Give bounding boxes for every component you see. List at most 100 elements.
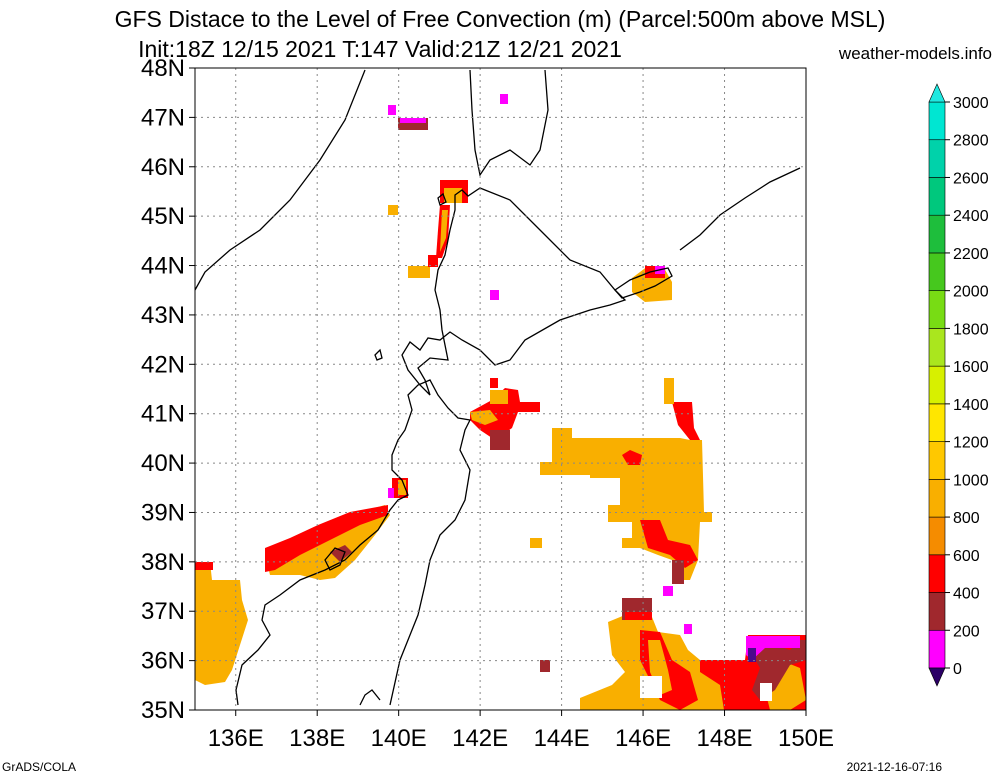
lat-label: 39N (141, 499, 185, 526)
footer-software: GrADS/COLA (2, 760, 77, 774)
field-patch-47d (500, 94, 508, 104)
field-patch-west-red (195, 562, 213, 570)
field-patch-pacific-red2 (622, 450, 642, 465)
lat-label: 41N (141, 401, 185, 428)
field-patch-noto-magenta (388, 488, 394, 498)
colorbar-segment (928, 214, 946, 254)
coast-rishiri (437, 192, 447, 206)
lat-label: 47N (141, 104, 185, 131)
field-patch-47a (388, 105, 396, 115)
field-patch-rishiri-orange (444, 188, 462, 203)
field-patch-w45 (388, 205, 398, 215)
colorbar-segment (928, 365, 946, 405)
lat-label: 36N (141, 648, 185, 675)
colorbar-label: 1600 (953, 359, 989, 376)
lon-label: 142E (452, 725, 508, 752)
coast-okushiri (374, 348, 383, 361)
field-patch-44 (408, 266, 430, 278)
chart-title: GFS Distace to the Level of Free Convect… (114, 6, 886, 32)
colorbar-segment (928, 328, 946, 367)
source-site: weather-models.info (838, 44, 992, 63)
colorbar-label: 2800 (953, 133, 989, 150)
latitude-labels: 48N 47N 46N 45N 44N 43N 42N 41N 40N 39N 38N 37N 36N 3… (141, 55, 195, 724)
field-patch-tsugaru-red2 (490, 378, 498, 388)
lon-label: 146E (615, 725, 671, 752)
field-patch-se-mag2 (748, 648, 756, 662)
coast-boso (359, 689, 381, 706)
lat-label: 44N (141, 253, 185, 280)
colorbar-label: 0 (953, 661, 962, 678)
field-patch-pacific-o3 (664, 378, 674, 404)
field-patch-se-red3 (625, 612, 652, 620)
colorbar-label: 1400 (953, 397, 989, 414)
field-patch-44b (428, 255, 438, 267)
lat-label: 35N (141, 697, 185, 724)
colorbar-segment (928, 403, 946, 442)
colorbar-label: 1000 (953, 472, 989, 489)
graticule (195, 68, 806, 710)
lat-label: 45N (141, 203, 185, 230)
lat-label: 37N (141, 598, 185, 625)
field-patch-47c (400, 118, 426, 123)
field-patch-pacific-red3 (672, 402, 700, 440)
colorbar-max-arrow (928, 83, 946, 103)
lon-label: 148E (697, 725, 753, 752)
lon-label: 150E (778, 725, 834, 752)
field-patch-small2 (540, 660, 550, 672)
colorbar-segment (928, 592, 946, 631)
lfc-distance-field (195, 94, 806, 710)
coast-kunashiri (614, 267, 673, 299)
lon-label: 144E (534, 725, 590, 752)
colorbar-segment (928, 554, 946, 593)
lon-label: 138E (289, 725, 345, 752)
colorbar-segment (928, 516, 946, 556)
colorbar-segment (928, 252, 946, 291)
colorbar-segment (928, 139, 946, 178)
longitude-labels: 136E 138E 140E 142E 144E 146E 148E 150E (208, 710, 834, 752)
field-patch-band-red (265, 505, 388, 572)
field-patch-band-brown (330, 545, 352, 562)
coast-sakhalin (469, 69, 549, 177)
lat-label: 38N (141, 549, 185, 576)
field-patch-se-mag3 (684, 624, 692, 634)
colorbar-label: 2200 (953, 246, 989, 263)
field-patch-tsugaru-o2 (490, 390, 508, 404)
field-patch-tsugaru-brown (490, 430, 510, 450)
colorbar-label: 2000 (953, 284, 989, 301)
colorbar-segment (928, 101, 946, 141)
colorbar: 0 200 400 600 800 1000 1200 1400 1600 1800 2000 220… (928, 83, 989, 687)
coast-honshu-north (235, 379, 471, 706)
field-patch-pacific-brown (672, 560, 684, 584)
field-patch-se-o4 (648, 640, 672, 695)
colorbar-label: 2600 (953, 170, 989, 187)
lon-label: 136E (208, 725, 264, 752)
field-patch-se-mag (746, 636, 800, 660)
colorbar-min-arrow (928, 667, 946, 687)
colorbar-label: 1800 (953, 321, 989, 338)
chart-subtitle: Init:18Z 12/15 2021 T:147 Valid:21Z 12/2… (138, 36, 622, 62)
field-patch-noto-orange (398, 480, 406, 495)
colorbar-label: 2400 (953, 208, 989, 225)
footer-timestamp: 2021-12-16-07:16 (846, 760, 942, 774)
lon-label: 140E (371, 725, 427, 752)
field-patch-pacific-mag (663, 586, 673, 596)
colorbar-label: 3000 (953, 95, 989, 112)
lat-label: 46N (141, 154, 185, 181)
lat-label: 48N (141, 55, 185, 82)
coastlines (194, 69, 801, 706)
coast-kuril-2 (679, 167, 801, 251)
field-patch-west-orange (195, 562, 248, 685)
lat-label: 40N (141, 450, 185, 477)
field-patch-43e (490, 290, 499, 300)
field-patch-small1 (530, 538, 542, 548)
colorbar-segment (928, 629, 946, 669)
field-patch-se-white2 (640, 676, 662, 698)
colorbar-segment (928, 479, 946, 518)
coast-hokkaido (401, 187, 627, 396)
field-patch-pacific-red1 (640, 520, 698, 568)
colorbar-label: 200 (953, 623, 980, 640)
field-patch-tsugaru (470, 388, 540, 440)
colorbar-segment (928, 441, 946, 480)
lat-label: 43N (141, 302, 185, 329)
